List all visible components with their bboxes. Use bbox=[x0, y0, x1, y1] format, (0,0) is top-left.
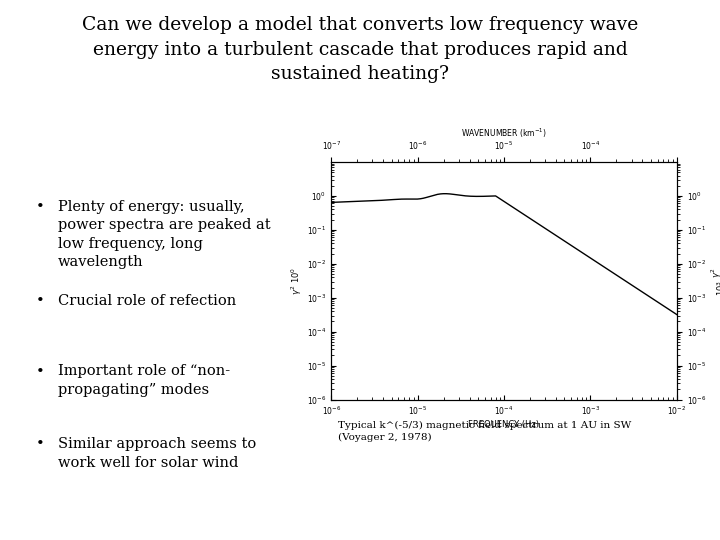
Text: •: • bbox=[36, 364, 45, 379]
Text: •: • bbox=[36, 437, 45, 451]
Text: Plenty of energy: usually,
power spectra are peaked at
low frequency, long
wavel: Plenty of energy: usually, power spectra… bbox=[58, 200, 270, 269]
Text: Similar approach seems to
work well for solar wind: Similar approach seems to work well for … bbox=[58, 437, 256, 470]
Text: Important role of “non-
propagating” modes: Important role of “non- propagating” mod… bbox=[58, 364, 230, 397]
Text: Can we develop a model that converts low frequency wave
energy into a turbulent : Can we develop a model that converts low… bbox=[82, 16, 638, 83]
Text: •: • bbox=[36, 200, 45, 214]
Text: Typical k^(-5/3) magnetic field spectrum at 1 AU in SW
(Voyager 2, 1978): Typical k^(-5/3) magnetic field spectrum… bbox=[338, 421, 631, 442]
X-axis label: FREQUENCY (Hz): FREQUENCY (Hz) bbox=[469, 420, 539, 429]
X-axis label: WAVENUMBER (km$^{-1}$): WAVENUMBER (km$^{-1}$) bbox=[461, 127, 547, 140]
Y-axis label: $10^3\ \dfrac{\gamma^2}{\mathrm{Hz}}$: $10^3\ \dfrac{\gamma^2}{\mathrm{Hz}}$ bbox=[710, 266, 720, 296]
Text: Crucial role of refection: Crucial role of refection bbox=[58, 294, 236, 308]
Text: •: • bbox=[36, 294, 45, 308]
Y-axis label: $\gamma^2\ 10^0$: $\gamma^2\ 10^0$ bbox=[289, 267, 304, 295]
